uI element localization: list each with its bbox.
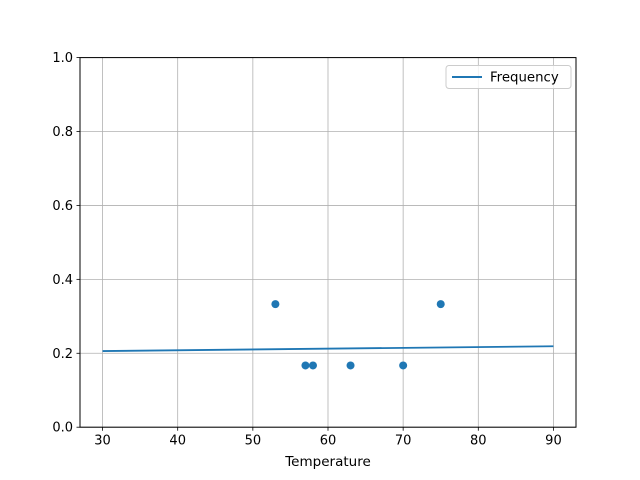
frequency-line [102,345,554,352]
data-point [271,300,280,309]
gridlines [80,57,576,428]
data-point [399,361,408,370]
legend: Frequency [445,65,572,89]
x-tick-label: 70 [395,434,412,449]
x-axis-label: Temperature [284,454,371,470]
y-tick-label: 0.0 [52,421,73,436]
data-point [436,300,445,309]
y-tick-label: 1.0 [52,51,73,66]
x-tick-label: 50 [245,434,262,449]
y-axis: 0.0 0.2 0.4 0.6 0.8 1.0 [52,51,80,436]
x-tick-label: 60 [320,434,337,449]
data-series [102,300,554,370]
legend-box [445,65,572,89]
data-point [308,361,317,370]
data-point [346,361,355,370]
y-tick-label: 0.8 [52,125,73,140]
x-tick-label: 90 [545,434,562,449]
x-tick-label: 40 [169,434,186,449]
data-point [301,361,310,370]
x-axis: 30 40 50 60 70 80 90 [94,427,562,449]
x-tick-label: 80 [470,434,487,449]
x-tick-label: 30 [94,434,111,449]
y-tick-label: 0.6 [52,199,73,214]
y-tick-label: 0.4 [52,273,73,288]
legend-label: Frequency [490,71,559,86]
y-tick-label: 0.2 [52,347,73,362]
